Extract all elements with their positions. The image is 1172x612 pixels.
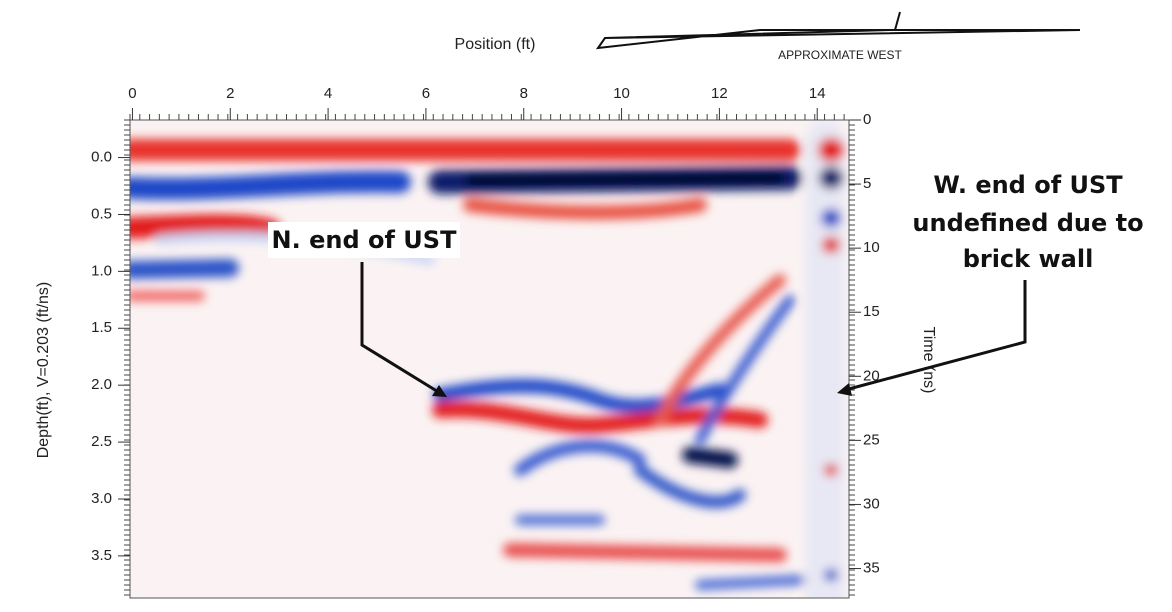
annotation: N. end of UST — [272, 226, 458, 254]
y-tick-label: 2.0 — [91, 376, 112, 393]
x-tick-label: 12 — [711, 85, 728, 102]
y2-tick-label: 10 — [863, 239, 880, 256]
chart: 0 2 4 6 8 10 12 14 0.0 0.5 1.0 1.5 2.0 2.5 3.0 3.5 0 5 10 1… — [0, 0, 1172, 607]
y-axis-label: Depth(ft), V=0.203 (ft/ns) — [35, 282, 52, 459]
y2-tick-label: 30 — [863, 495, 880, 512]
y2-tick-label: 0 — [863, 111, 871, 128]
y-tick-label: 1.5 — [91, 319, 112, 336]
y2-tick-label: 5 — [863, 175, 871, 192]
annotation: brick wall — [963, 245, 1094, 273]
y-tick-label: 0.5 — [91, 205, 112, 222]
x-tick-label: 8 — [520, 85, 528, 102]
y-tick-label: 3.5 — [91, 547, 112, 564]
annotation: undefined due to — [912, 209, 1143, 237]
annotation: W. end of UST — [933, 171, 1123, 199]
y2-tick-label: 15 — [863, 303, 880, 320]
radargram-image — [130, 120, 849, 600]
x-tick-label: 10 — [613, 85, 630, 102]
x-tick-label: 0 — [128, 85, 136, 102]
x-tick-label: 14 — [809, 85, 826, 102]
y-tick-label: 1.0 — [91, 262, 112, 279]
x-tick-label: 2 — [226, 85, 234, 102]
y-tick-label: 2.5 — [91, 433, 112, 450]
y2-tick-label: 25 — [863, 431, 880, 448]
y-tick-label: 0.0 — [91, 149, 112, 166]
x-tick-label: 4 — [324, 85, 332, 102]
y2-axis-label: Time (ns) — [920, 327, 937, 394]
y-tick-label: 3.0 — [91, 490, 112, 507]
x-tick-label: 6 — [422, 85, 430, 102]
x-axis-label: Position (ft) — [455, 36, 536, 53]
direction-label: APPROXIMATE WEST — [778, 48, 902, 62]
direction-arrow — [598, 12, 1080, 48]
page: {"chart_data": { "type": "radargram", "x… — [0, 0, 1172, 607]
y2-tick-label: 35 — [863, 559, 880, 576]
